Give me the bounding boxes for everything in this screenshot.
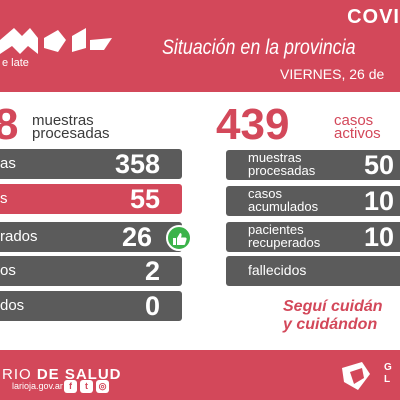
left-row-cases: s 55 — [0, 184, 182, 214]
row-label-line2: recuperados — [248, 235, 321, 250]
headline: Situación en la provincia — [162, 36, 356, 59]
row-label-line1: pacientes — [248, 222, 304, 237]
gov-line-1: G — [384, 362, 392, 373]
left-summary-number: 8 — [0, 100, 19, 149]
row-label: muestras procesadas — [248, 151, 315, 177]
row-label: rados — [0, 228, 38, 245]
row-label: os — [0, 262, 16, 279]
row-label: pacientes recuperados — [248, 223, 320, 249]
gov-line-2: L — [384, 374, 391, 385]
row-label-line2: procesadas — [248, 163, 316, 178]
row-label-line1: muestras — [248, 150, 302, 165]
ministry-prefix: RIO — [2, 366, 32, 383]
left-row-recovered: rados 26 — [0, 222, 182, 252]
government-text: G L — [384, 362, 392, 386]
row-label: s — [0, 190, 8, 207]
left-row-hospitalized: dos 0 — [0, 291, 182, 321]
row-label: casos acumulados — [248, 187, 318, 213]
row-label: as — [0, 155, 16, 172]
row-label: fallecidos — [248, 262, 307, 278]
topic-title: COVI — [347, 6, 400, 28]
row-value: 10 — [364, 222, 395, 252]
row-label-line2: acumulados — [248, 199, 319, 214]
thumbs-up-icon — [166, 225, 192, 251]
slogan-line-1: Seguí cuidán — [283, 298, 383, 315]
right-summary-number: 439 — [216, 100, 290, 149]
left-row-deceased: os 2 — [0, 256, 182, 286]
row-value: 2 — [144, 256, 160, 286]
right-summary-label-1: casos — [334, 112, 374, 129]
province-logo — [0, 28, 112, 54]
website-url: larioja.gov.ar — [12, 381, 63, 391]
row-label: dos — [0, 297, 25, 314]
facebook-icon[interactable]: f — [64, 380, 77, 393]
row-value: 358 — [114, 149, 160, 179]
left-row-samples: as 358 — [0, 149, 182, 179]
row-value: 0 — [144, 291, 160, 321]
slogan-line-2: y cuidándon — [283, 316, 378, 333]
header-banner: e late COVI Situación en la provincia VI… — [0, 0, 400, 92]
row-value: 26 — [121, 222, 152, 252]
report-date: VIERNES, 26 de — [280, 66, 385, 82]
right-row-samples: muestras procesadas 50 — [226, 150, 400, 180]
instagram-icon[interactable]: ◎ — [96, 380, 109, 393]
right-row-recovered: pacientes recuperados 10 — [226, 222, 400, 252]
row-label-line1: casos — [248, 186, 282, 201]
twitter-icon[interactable]: t — [80, 380, 93, 393]
right-row-deceased: fallecidos — [226, 256, 400, 286]
row-value: 50 — [364, 150, 395, 180]
row-value: 55 — [129, 184, 160, 214]
left-summary-label-2: procesadas — [32, 125, 110, 142]
government-logo — [342, 362, 370, 390]
ministry-name: RIO DE SALUD — [2, 366, 122, 383]
right-summary-label-2: activos — [334, 125, 381, 142]
logo-tagline: e late — [2, 57, 29, 69]
footer-banner: RIO DE SALUD larioja.gov.ar f t ◎ G L — [0, 350, 400, 400]
ministry-bold: DE SALUD — [36, 366, 122, 383]
social-icons: f t ◎ — [64, 380, 109, 393]
right-row-cumulative: casos acumulados 10 — [226, 186, 400, 216]
left-summary-label-1: muestras — [32, 112, 94, 129]
row-value: 10 — [364, 186, 395, 216]
